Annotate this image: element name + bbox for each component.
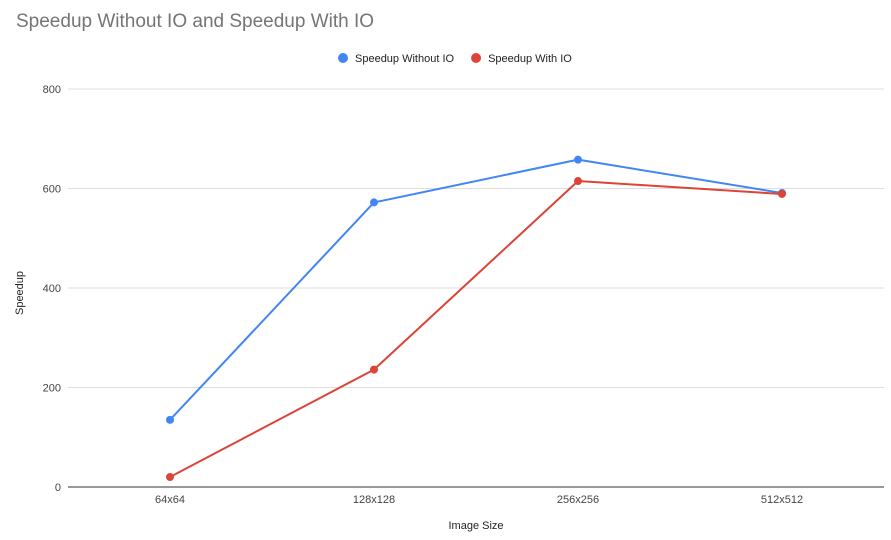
data-point	[778, 189, 786, 198]
data-point	[166, 415, 174, 424]
x-axis-ticks: 64x64 128x128 256x256 512x512	[155, 494, 803, 506]
series-line	[169, 180, 783, 478]
legend-item: Speedup Without IO	[338, 53, 455, 65]
y-tick-label: 200	[43, 383, 61, 395]
series-line	[169, 158, 783, 421]
x-tick-label: 64x64	[155, 494, 185, 506]
legend-marker	[471, 53, 482, 63]
legend: Speedup Without IO Speedup With IO	[338, 53, 572, 65]
data-point	[574, 177, 582, 186]
data-point	[370, 198, 378, 207]
series	[166, 155, 786, 482]
x-tick-label: 128x128	[353, 494, 395, 506]
gridlines	[68, 88, 884, 388]
series-2	[166, 177, 786, 482]
legend-item: Speedup With IO	[471, 53, 572, 65]
data-point	[370, 365, 378, 374]
y-axis-title: Speedup	[14, 271, 26, 315]
data-point	[166, 473, 174, 482]
legend-label: Speedup Without IO	[355, 53, 455, 65]
y-tick-label: 600	[43, 184, 61, 196]
chart-title: Speedup Without IO and Speedup With IO	[16, 11, 375, 32]
legend-label: Speedup With IO	[488, 53, 572, 65]
x-tick-label: 256x256	[557, 494, 599, 506]
series-1	[166, 155, 786, 424]
data-point	[574, 155, 582, 164]
x-tick-label: 512x512	[761, 494, 803, 506]
legend-marker	[338, 53, 348, 63]
y-tick-label: 800	[43, 84, 61, 96]
x-axis-title: Image Size	[448, 520, 503, 532]
y-tick-label: 0	[55, 482, 61, 494]
y-axis-ticks: 0 200 400 600 800	[43, 84, 61, 494]
y-tick-label: 400	[43, 283, 61, 295]
